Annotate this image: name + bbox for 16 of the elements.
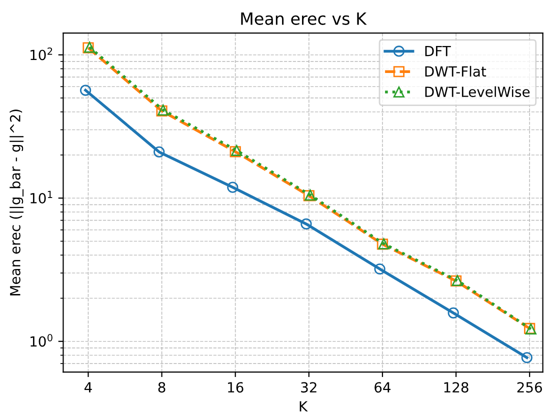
- x-tick-label: 4: [84, 382, 92, 392]
- x-tick-label: 64: [374, 382, 391, 393]
- chart-title: Mean erec vs K: [241, 12, 367, 25]
- x-tick-label: 256: [517, 382, 542, 393]
- y-tick-label: 10$^{2}$: [30, 47, 52, 60]
- legend-label: DWT-Flat: [425, 66, 486, 77]
- x-tick-label: 32: [301, 382, 316, 393]
- y-axis-title: Mean erec (||g_bar - g||^2): [10, 110, 24, 296]
- x-axis-title: K: [300, 401, 308, 412]
- y-tick-label: 10$^{1}$: [30, 190, 52, 204]
- x-tick-label: 16: [228, 382, 244, 393]
- legend-label: DFT: [425, 46, 451, 56]
- x-tick-label: 128: [444, 382, 468, 393]
- y-tick-label: 10$^{0}$: [30, 334, 52, 347]
- legend-label: DWT-LevelWise: [425, 86, 530, 98]
- x-tick-label: 8: [158, 382, 166, 393]
